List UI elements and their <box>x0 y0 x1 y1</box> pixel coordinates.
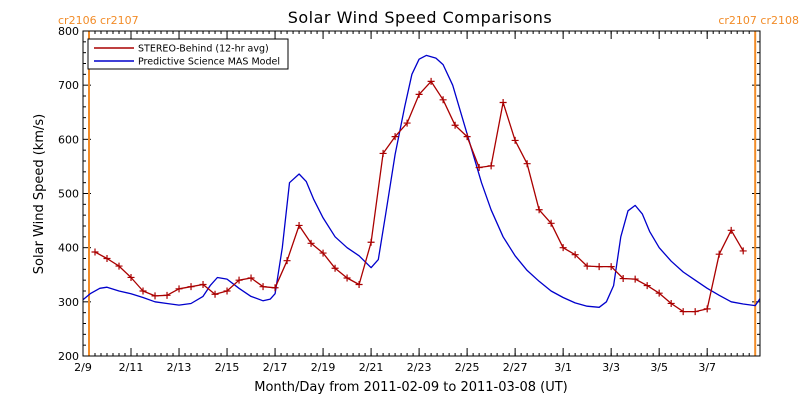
x-tick-label: 2/19 <box>311 361 336 374</box>
stereo-data-point <box>127 273 135 281</box>
stereo-data-point <box>271 284 279 292</box>
x-tick-label: 2/11 <box>119 361 144 374</box>
stereo-data-point <box>595 263 603 271</box>
stereo-data-point <box>427 77 435 85</box>
legend-box <box>87 38 289 70</box>
stereo-data-point <box>439 96 447 104</box>
stereo-data-point <box>535 206 543 214</box>
stereo-data-point <box>559 244 567 252</box>
legend-label-mas: Predictive Science MAS Model <box>138 57 280 68</box>
mas-model-line <box>82 54 761 308</box>
stereo-data-point <box>307 239 315 247</box>
x-tick-label: 2/17 <box>263 361 288 374</box>
x-axis-label: Month/Day from 2011-02-09 to 2011-03-08 … <box>254 380 567 395</box>
x-tick-label: 2/21 <box>359 361 384 374</box>
chart-title: Solar Wind Speed Comparisons <box>288 8 553 27</box>
stereo-data-point <box>607 263 615 271</box>
stereo-data-point <box>283 257 291 265</box>
x-tick-label: 3/5 <box>650 361 668 374</box>
stereo-data-point <box>655 289 663 297</box>
stereo-data-point <box>547 219 555 227</box>
y-tick-label: 400 <box>58 242 79 255</box>
stereo-data-point <box>247 274 255 282</box>
stereo-data-point <box>187 283 195 291</box>
stereo-data-point <box>367 238 375 246</box>
x-tick-label: 2/27 <box>503 361 528 374</box>
stereo-data-point <box>511 136 519 144</box>
x-tick-label: 2/9 <box>74 361 92 374</box>
plot-area: 2/9 2/11 2/13 2/15 2/17 2/19 2/21 2/23 2/25 2/27 3… <box>58 25 761 374</box>
x-tick-label: 2/23 <box>407 361 432 374</box>
stereo-data-point <box>571 251 579 259</box>
stereo-data-point <box>403 119 411 127</box>
stereo-data-point <box>343 274 351 282</box>
x-tick-label: 2/25 <box>455 361 480 374</box>
stereo-data-point <box>463 133 471 141</box>
stereo-data-point <box>115 262 123 270</box>
stereo-data-point <box>319 249 327 257</box>
stereo-behind-line <box>94 80 744 313</box>
stereo-data-point <box>151 292 159 300</box>
legend-label-stereo: STEREO-Behind (12-hr avg) <box>138 44 269 55</box>
stereo-data-point <box>295 221 303 229</box>
stereo-data-point <box>259 283 267 291</box>
stereo-data-point <box>139 287 147 295</box>
cr-left-label: cr2106 cr2107 <box>58 14 139 27</box>
stereo-data-point <box>451 121 459 129</box>
stereo-data-point <box>739 247 747 255</box>
x-tick-label: 3/3 <box>602 361 620 374</box>
stereo-data-point <box>667 299 675 307</box>
stereo-data-point <box>475 164 483 171</box>
stereo-data-point <box>415 90 423 98</box>
stereo-data-point <box>643 282 651 290</box>
y-tick-label: 300 <box>58 296 79 309</box>
x-tick-label: 2/13 <box>167 361 192 374</box>
stereo-data-point <box>583 262 591 270</box>
y-tick-label: 800 <box>58 25 79 38</box>
stereo-data-point <box>103 255 111 262</box>
stereo-data-point <box>331 264 339 272</box>
stereo-data-point <box>235 276 243 284</box>
stereo-data-point <box>499 99 507 106</box>
stereo-data-point <box>223 287 231 295</box>
stereo-data-point <box>211 290 219 298</box>
stereo-data-point <box>523 160 531 168</box>
y-tick-label: 500 <box>58 188 79 201</box>
y-tick-label: 600 <box>58 133 79 146</box>
x-tick-label: 2/15 <box>215 361 240 374</box>
y-tick-label: 700 <box>58 79 79 92</box>
legend: STEREO-Behind (12-hr avg) Predictive Sci… <box>87 38 289 70</box>
stereo-data-point <box>727 226 735 234</box>
stereo-data-point <box>175 285 183 293</box>
stereo-data-point <box>703 305 711 313</box>
stereo-data-point <box>355 281 363 288</box>
plot-frame <box>82 30 761 357</box>
stereo-data-point <box>487 162 495 170</box>
y-axis-label: Solar Wind Speed (km/s) <box>32 114 47 274</box>
stereo-data-point <box>619 275 627 283</box>
stereo-data-point <box>379 149 387 157</box>
x-tick-label: 3/7 <box>698 361 716 374</box>
stereo-data-point <box>715 250 723 258</box>
stereo-data-point <box>163 291 171 299</box>
cr-right-label: cr2107 cr2108 <box>718 14 799 27</box>
y-tick-label: 200 <box>58 350 79 363</box>
stereo-data-point <box>391 133 399 141</box>
stereo-data-point <box>691 308 699 316</box>
stereo-data-point <box>199 281 207 288</box>
stereo-data-point <box>679 308 687 316</box>
stereo-data-point <box>631 275 639 283</box>
x-tick-label: 3/1 <box>554 361 572 374</box>
stereo-data-point <box>91 248 99 256</box>
